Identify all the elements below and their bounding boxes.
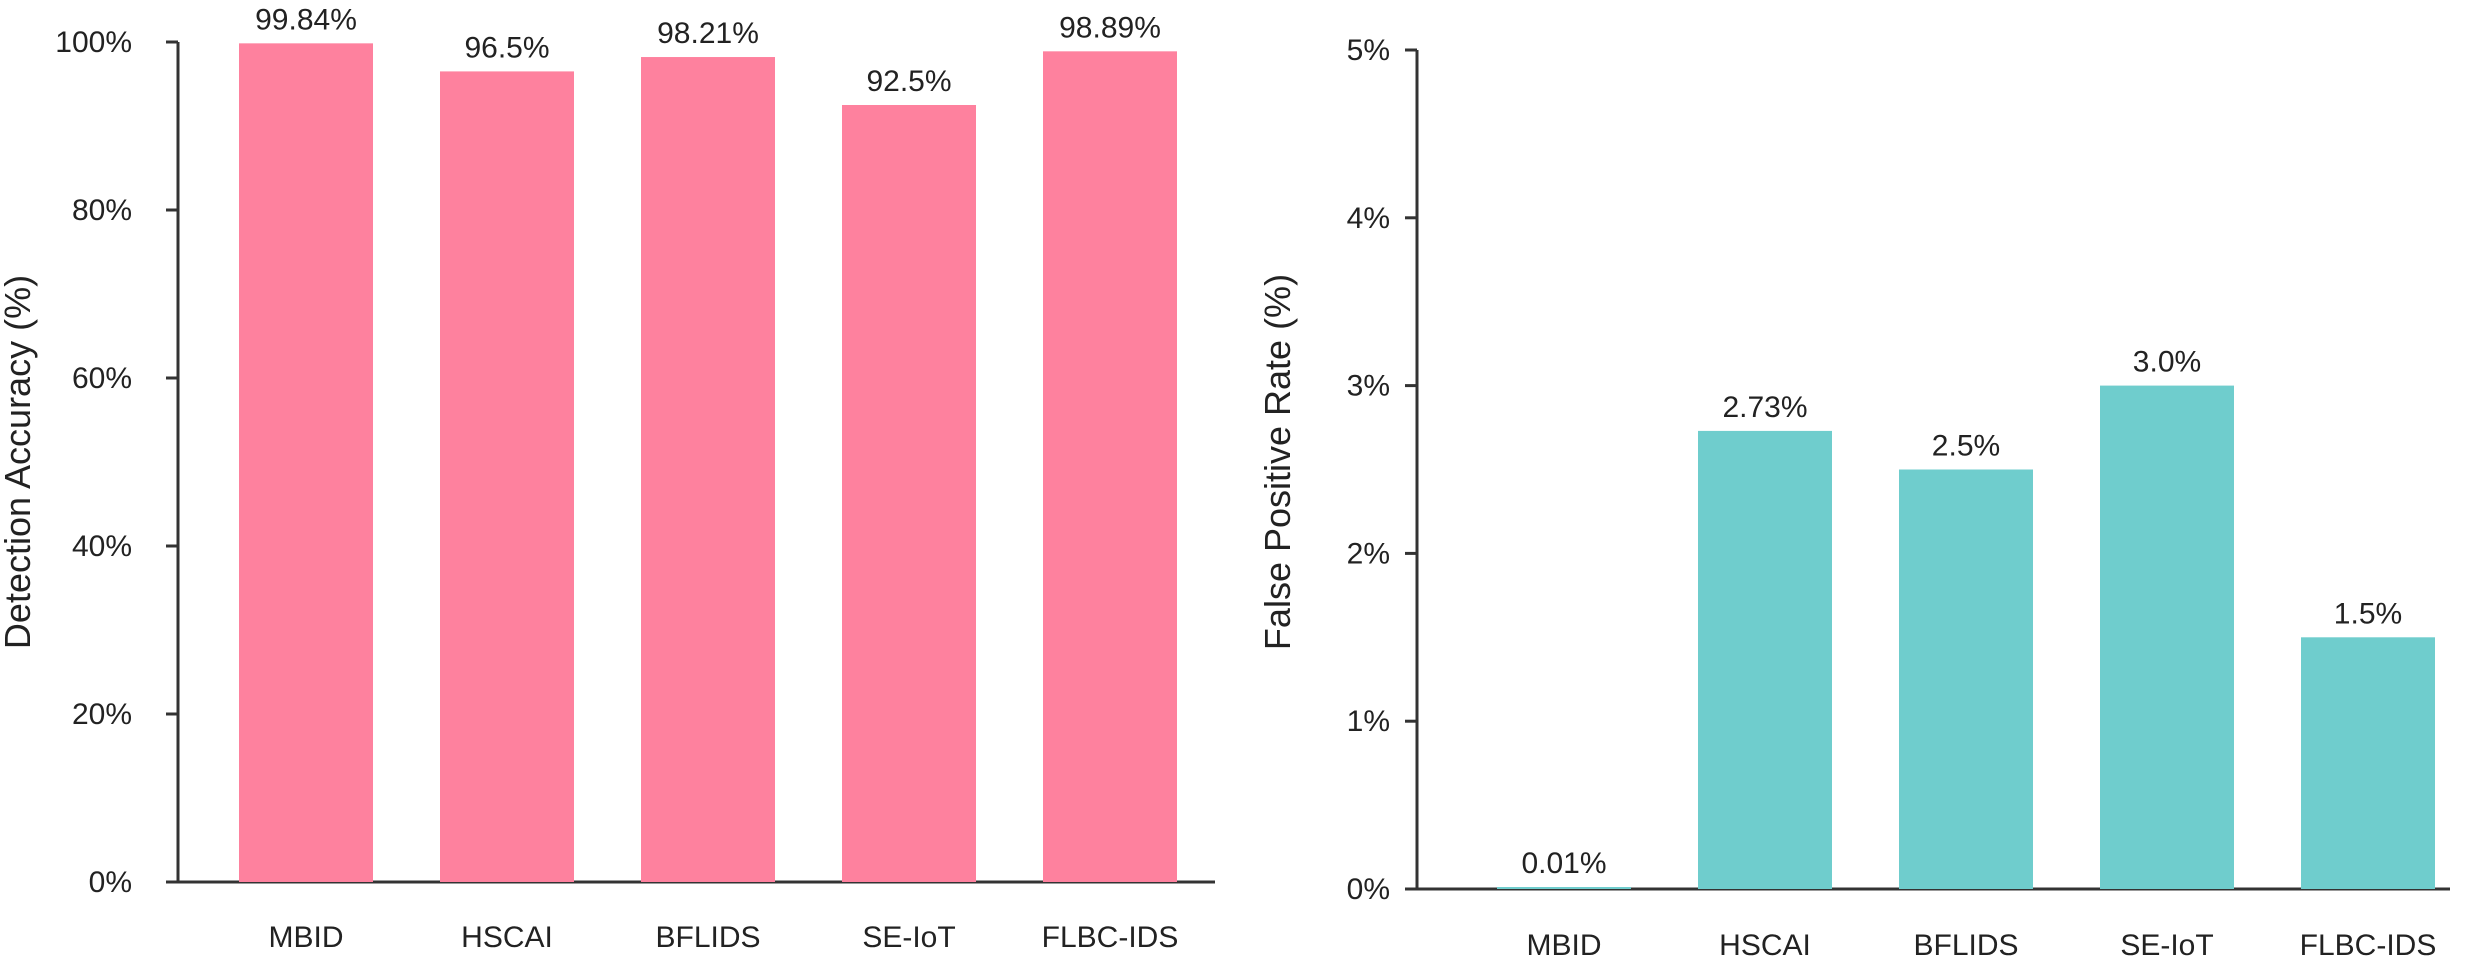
x-tick-label-mbid: MBID <box>269 921 344 954</box>
y-tick-label: 3% <box>1347 370 1390 403</box>
bar-mbid <box>239 43 373 883</box>
y-tick-label: 0% <box>89 866 132 899</box>
bar-flbc-ids <box>1043 51 1177 883</box>
bar-mbid <box>1497 887 1631 889</box>
y-axis-title: Detection Accuracy (%) <box>0 275 38 649</box>
data-label-flbc-ids: 1.5% <box>2334 597 2402 630</box>
y-tick-label: 0% <box>1347 873 1390 906</box>
y-tick-label: 5% <box>1347 34 1390 67</box>
x-tick-label-flbc-ids: FLBC-IDS <box>2300 929 2437 962</box>
false-positive-rate-chart: 0% 1% 2% 3% 4% 5% False Positive Rate (%) 0.01%… <box>1257 34 2450 962</box>
data-label-bflids: 2.5% <box>1932 430 2000 463</box>
data-label-flbc-ids: 98.89% <box>1059 11 1161 44</box>
data-label-mbid: 0.01% <box>1521 847 1606 880</box>
data-label-hscai: 2.73% <box>1722 391 1807 424</box>
data-label-bflids: 98.21% <box>657 17 759 50</box>
data-label-hscai: 96.5% <box>464 31 549 64</box>
data-label-se-iot: 3.0% <box>2133 346 2201 379</box>
y-tick-label: 20% <box>72 698 132 731</box>
bar-se-iot <box>2100 385 2234 889</box>
x-tick-label-se-iot: SE-IoT <box>862 921 955 954</box>
y-tick-label: 4% <box>1347 202 1390 235</box>
y-tick-label: 40% <box>72 530 132 563</box>
x-tick-label-mbid: MBID <box>1527 929 1602 962</box>
y-tick-label: 1% <box>1347 705 1390 738</box>
x-tick-label-bflids: BFLIDS <box>1913 929 2018 962</box>
y-axis-title: False Positive Rate (%) <box>1257 274 1298 650</box>
bar-bflids <box>1899 469 2033 889</box>
x-tick-label-hscai: HSCAI <box>1719 929 1811 962</box>
data-label-mbid: 99.84% <box>255 3 357 36</box>
bar-bflids <box>641 57 775 882</box>
x-tick-label-se-iot: SE-IoT <box>2120 929 2213 962</box>
bar-flbc-ids <box>2301 637 2435 889</box>
detection-accuracy-chart: 0% 20% 40% 60% 80% 100% Detection Accuracy (%)… <box>0 3 1215 954</box>
bar-hscai <box>1698 430 1832 889</box>
y-tick-label: 2% <box>1347 537 1390 570</box>
x-tick-label-bflids: BFLIDS <box>655 921 760 954</box>
bar-hscai <box>440 71 574 882</box>
y-tick-label: 100% <box>55 26 132 59</box>
y-tick-label: 60% <box>72 362 132 395</box>
bar-se-iot <box>842 105 976 882</box>
data-label-se-iot: 92.5% <box>866 65 951 98</box>
y-tick-label: 80% <box>72 194 132 227</box>
x-tick-label-hscai: HSCAI <box>461 921 553 954</box>
x-tick-label-flbc-ids: FLBC-IDS <box>1042 921 1179 954</box>
